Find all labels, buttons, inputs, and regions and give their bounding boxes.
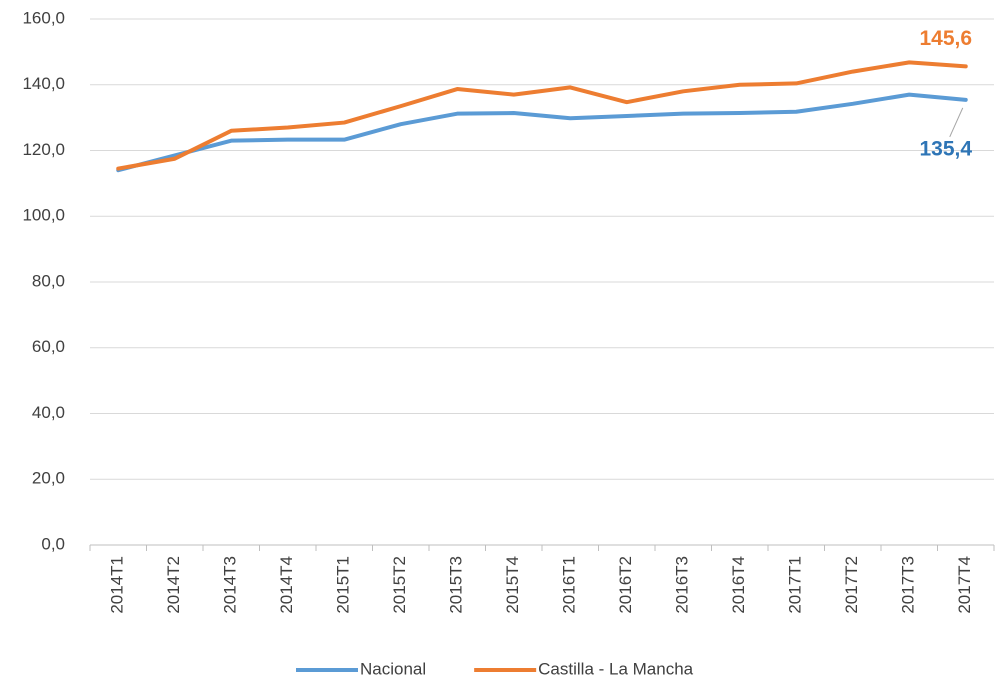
x-tick-label: 2016T1 [560, 556, 579, 614]
x-tick-label: 2017T3 [899, 556, 918, 614]
y-tick-label: 100,0 [22, 206, 65, 225]
data-label: 145,6 [919, 27, 972, 50]
x-tick-label: 2015T1 [334, 556, 353, 614]
x-tick-label: 2014T3 [221, 556, 240, 614]
y-tick-label: 60,0 [32, 337, 65, 356]
y-tick-label: 140,0 [22, 74, 65, 93]
y-tick-label: 160,0 [22, 8, 65, 27]
series-line [116, 92, 968, 173]
leader-line [949, 107, 964, 138]
x-tick-label: 2014T1 [108, 556, 127, 614]
y-tick-label: 120,0 [22, 140, 65, 159]
x-tick-label: 2017T4 [955, 556, 974, 614]
legend-label: Castilla - La Mancha [538, 659, 694, 678]
series-line [116, 60, 968, 171]
x-tick-label: 2016T3 [673, 556, 692, 614]
x-tick-label: 2016T2 [616, 556, 635, 614]
y-tick-label: 80,0 [32, 271, 65, 290]
legend-label: Nacional [360, 659, 426, 678]
x-tick-label: 2015T2 [390, 556, 409, 614]
y-tick-label: 40,0 [32, 403, 65, 422]
data-label: 135,4 [919, 137, 972, 160]
x-tick-label: 2017T2 [842, 556, 861, 614]
x-tick-label: 2015T3 [447, 556, 466, 614]
y-tick-label: 0,0 [41, 534, 65, 553]
x-tick-label: 2014T2 [164, 556, 183, 614]
x-tick-label: 2016T4 [729, 556, 748, 614]
x-tick-label: 2017T1 [786, 556, 805, 614]
x-tick-label: 2015T4 [503, 556, 522, 614]
y-tick-label: 20,0 [32, 469, 65, 488]
x-tick-label: 2014T4 [277, 556, 296, 614]
